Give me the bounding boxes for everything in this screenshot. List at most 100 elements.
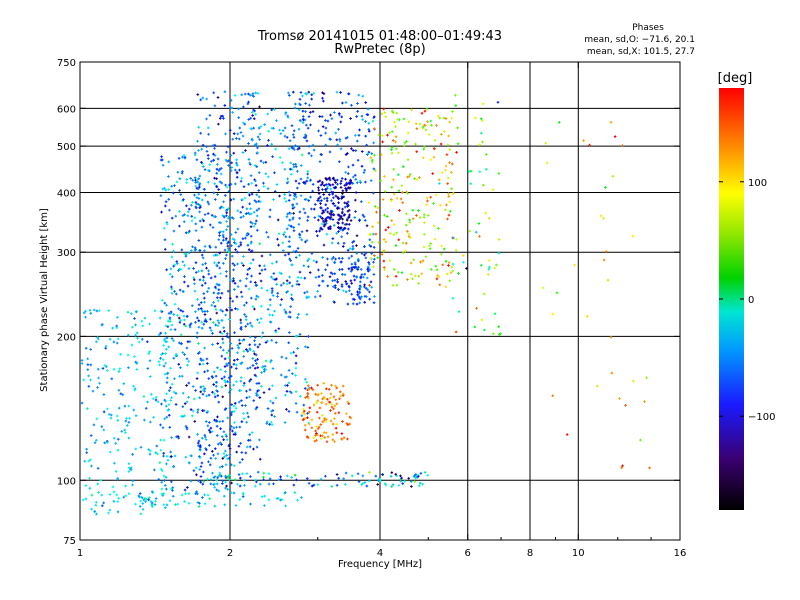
data-point [383,268,387,272]
data-point [176,502,180,506]
data-point [314,392,318,396]
data-point [414,122,418,125]
data-point [242,417,246,420]
data-point [331,272,334,276]
data-point [181,290,185,293]
data-point [377,479,380,482]
data-point [170,455,173,458]
data-point [249,502,252,506]
data-point [432,147,436,150]
data-point [234,168,237,172]
data-point [287,410,291,413]
data-point [159,194,163,197]
data-point [405,212,408,216]
data-point [226,145,230,149]
data-point [153,503,157,506]
data-point [332,395,336,399]
data-point [172,356,176,360]
data-point [208,463,212,467]
data-point [126,310,130,314]
data-point [182,220,186,224]
data-point [190,203,193,207]
data-point [371,232,375,236]
data-point [227,444,231,448]
data-point [203,296,206,300]
data-point [221,457,225,460]
data-point [296,498,299,502]
data-point [390,109,394,113]
data-point [330,405,334,409]
data-point [326,206,329,210]
data-point [195,473,198,477]
data-point [283,134,287,138]
data-point [328,176,331,180]
data-point [344,153,348,156]
data-point [217,283,220,287]
data-point [192,276,196,280]
data-point [238,279,242,283]
data-point [96,386,99,389]
data-point [401,241,405,245]
data-point [328,275,332,279]
data-point [251,431,254,434]
data-point [395,283,399,287]
data-point [332,224,336,227]
data-point [316,234,319,238]
data-point [482,292,486,296]
data-point [194,200,198,204]
data-point [228,128,232,132]
data-point [362,275,365,279]
data-point [298,236,302,239]
data-point [236,358,239,361]
data-point [169,366,172,370]
data-point [187,492,191,495]
data-point [332,256,335,259]
data-point [302,207,306,211]
data-point [219,308,223,312]
data-point [81,498,85,502]
data-point [165,347,168,351]
data-point [223,408,227,411]
data-point [227,164,230,167]
data-point [173,290,176,293]
data-point [315,439,318,442]
data-point [324,126,328,130]
data-point [354,262,357,266]
data-point [97,309,101,312]
data-point [381,473,385,476]
data-point [170,323,174,327]
data-point [242,384,246,387]
data-point [376,206,380,210]
data-point [211,332,214,335]
data-point [321,91,324,95]
data-point [333,404,337,408]
data-point [193,193,196,197]
data-point [322,99,325,103]
data-point [303,291,306,295]
data-point [228,381,232,384]
data-point [328,396,332,400]
data-point [326,257,329,261]
data-point [341,221,344,225]
data-point [142,395,146,398]
data-point [235,175,239,179]
data-point [98,381,101,385]
data-point [337,476,340,480]
data-point [249,174,253,177]
data-point [234,407,238,410]
data-point [245,445,249,449]
data-point [124,419,128,423]
data-point [341,384,345,388]
data-point [334,286,337,290]
data-point [207,269,210,273]
data-point [255,406,259,409]
data-point [158,363,161,367]
data-point [306,412,309,415]
data-point [336,221,340,224]
data-point [279,303,282,307]
x-tick-label: 4 [377,548,383,559]
data-point [94,504,98,507]
data-point [609,120,613,124]
data-point [259,200,262,204]
data-point [244,318,248,321]
